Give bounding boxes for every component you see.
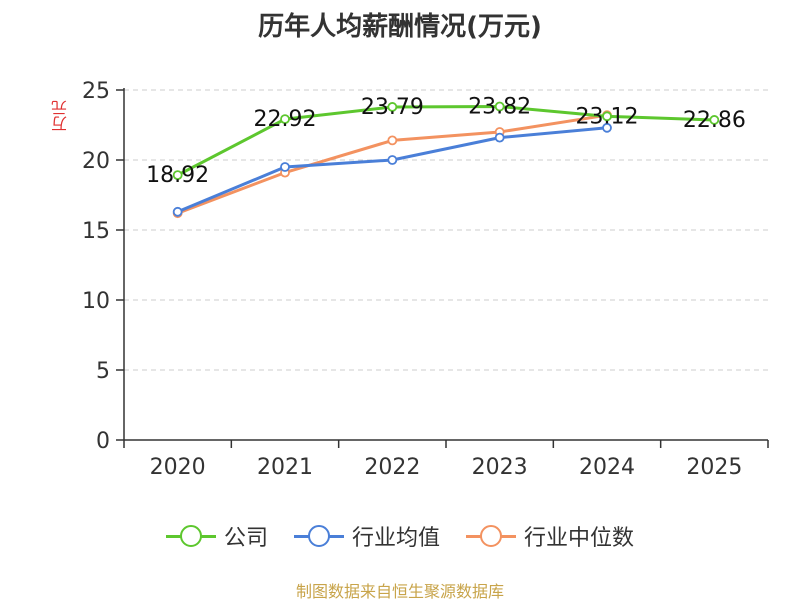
series-lines <box>172 101 720 219</box>
series-2-point-2022[interactable] <box>387 135 398 146</box>
series-1-point-2021[interactable] <box>280 162 290 172</box>
data-label-2020: 18.92 <box>146 163 209 188</box>
series-0-point-2023[interactable] <box>494 101 505 112</box>
series-1-point-2022[interactable] <box>387 155 398 165</box>
data-label-2023: 23.82 <box>468 95 531 120</box>
data-labels: 18.92 22.92 23.79 23.82 23.12 22.86 <box>146 95 746 189</box>
series-0-point-2020[interactable] <box>172 170 183 181</box>
x-tick-label-2024: 2024 <box>579 455 635 480</box>
legend-swatch-industry-mean <box>293 524 344 548</box>
data-label-2025: 22.86 <box>683 108 746 133</box>
series-1-point-2024[interactable] <box>602 122 612 133</box>
legend-label-company: 公司 <box>223 526 268 551</box>
y-tick-label-5: 5 <box>96 359 110 384</box>
grid-lines <box>124 89 768 371</box>
y-tick-label-0: 0 <box>96 429 110 454</box>
legend-label-industry-median: 行业中位数 <box>524 526 635 551</box>
legend-item-industry-median[interactable]: 行业中位数 <box>466 520 634 552</box>
x-tick-label-2022: 2022 <box>364 455 420 480</box>
legend-item-industry-mean[interactable]: 行业均值 <box>293 520 440 552</box>
chart-title: 历年人均薪酬情况(万元) <box>258 12 542 42</box>
series-0-point-2021[interactable] <box>280 114 290 125</box>
x-tick-label-2023: 2023 <box>472 455 528 480</box>
x-tick-label-2025: 2025 <box>686 455 742 480</box>
series-0-point-2024[interactable] <box>602 111 612 122</box>
y-tick-label-10: 10 <box>82 289 110 314</box>
series-line-0 <box>176 105 715 177</box>
legend-swatch-company <box>165 524 216 548</box>
y-tick-label-15: 15 <box>82 219 110 244</box>
x-tick-label-2021: 2021 <box>257 455 313 480</box>
legend-label-industry-mean: 行业均值 <box>351 526 440 551</box>
y-tick-label-20: 20 <box>82 149 110 174</box>
series-0-point-2022[interactable] <box>387 102 398 112</box>
y-tick-label-25: 25 <box>82 79 110 104</box>
series-1-point-2020[interactable] <box>172 206 183 217</box>
data-source-note: 制图数据来自恒生聚源数据库 <box>295 582 504 601</box>
data-label-2022: 23.79 <box>361 95 424 120</box>
data-label-2021: 22.92 <box>254 107 317 132</box>
legend-swatch-industry-median <box>466 524 516 548</box>
data-label-2024: 23.12 <box>576 104 639 129</box>
x-tick-label-2020: 2020 <box>150 455 206 480</box>
series-0-point-2025[interactable] <box>709 115 720 125</box>
legend: 公司 行业均值 行业中位数 <box>0 520 800 552</box>
series-1-point-2023[interactable] <box>494 132 505 143</box>
legend-item-company[interactable]: 公司 <box>165 520 268 552</box>
